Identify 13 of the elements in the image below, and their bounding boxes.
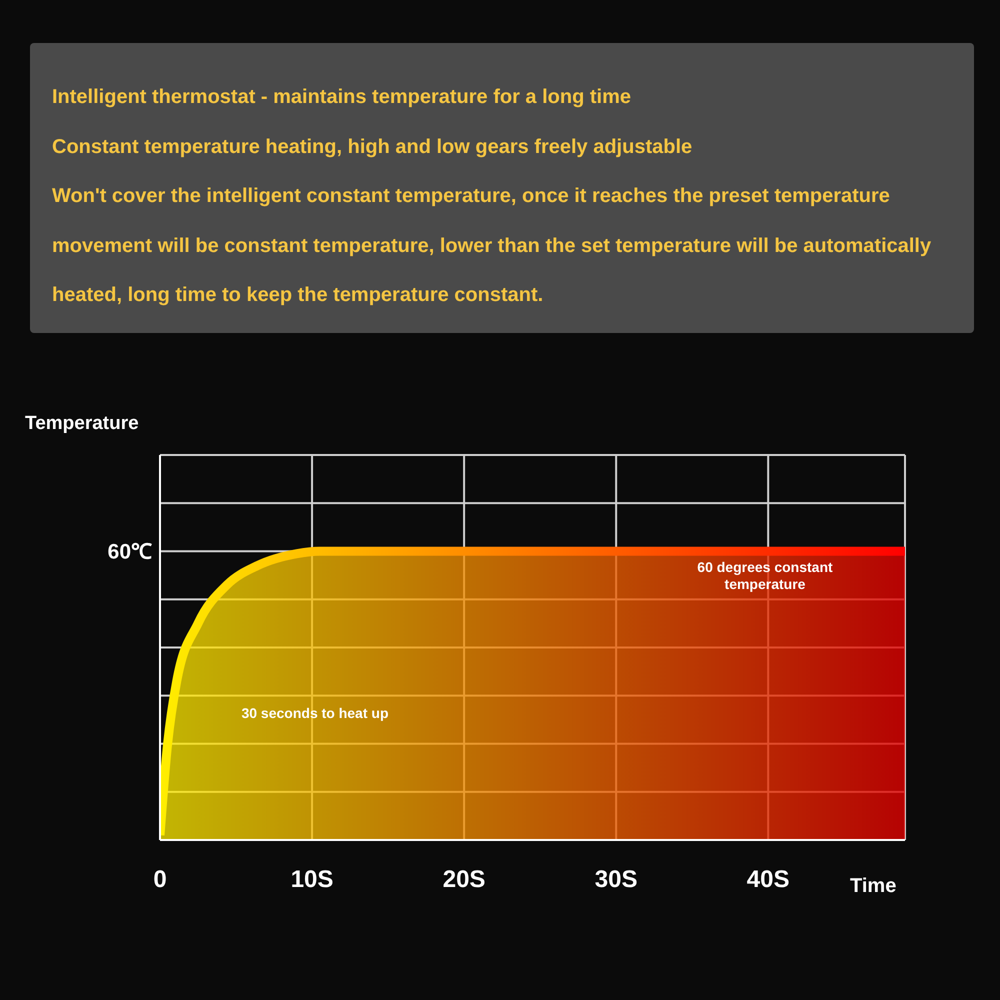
- chart-title: Intelligent thermostat - maintains temperature for a long time: [52, 85, 632, 110]
- y-tick-label: 60℃: [108, 540, 152, 564]
- x-tick-label: 0: [153, 866, 167, 894]
- x-axis-title: Time: [850, 875, 896, 898]
- annotation: 30 seconds to heat up: [240, 705, 390, 722]
- x-tick-label: 40S: [746, 866, 790, 894]
- chart-subtitle: Constant temperature heating, high and low gears freely adjustable: [52, 134, 694, 160]
- y-axis-title: Temperature: [25, 413, 139, 435]
- x-tick-label: 30S: [594, 866, 638, 894]
- x-tick-label: 10S: [290, 866, 334, 894]
- text: Won't cover the intelligent constant temperature, once it reaches the preset temperature movement will be constant temperature, lower than the set temperature will be automatically heated, long time to keep the temperature constant.: [52, 185, 932, 306]
- annotation: 60 degrees constant temperature: [696, 559, 834, 593]
- x-tick-label: 20S: [442, 866, 486, 894]
